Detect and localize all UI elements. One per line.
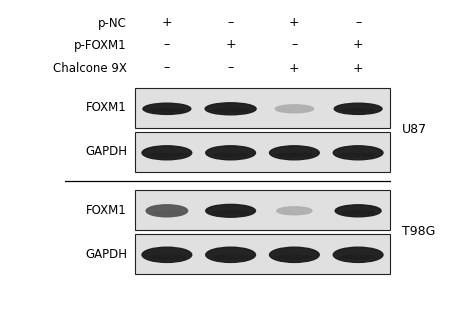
Text: GAPDH: GAPDH xyxy=(85,146,127,159)
Ellipse shape xyxy=(341,153,375,157)
Text: +: + xyxy=(289,62,300,75)
Text: U87: U87 xyxy=(402,124,427,137)
Text: FOXM1: FOXM1 xyxy=(86,203,127,216)
Ellipse shape xyxy=(205,103,256,115)
Ellipse shape xyxy=(341,109,375,112)
Bar xyxy=(135,234,390,274)
Bar xyxy=(135,190,390,230)
Ellipse shape xyxy=(150,109,183,112)
Ellipse shape xyxy=(270,247,319,262)
Bar xyxy=(135,88,390,128)
Ellipse shape xyxy=(334,103,382,115)
Ellipse shape xyxy=(275,105,313,113)
Ellipse shape xyxy=(282,211,307,213)
Ellipse shape xyxy=(270,146,319,160)
Ellipse shape xyxy=(206,146,255,160)
Text: +: + xyxy=(353,62,364,75)
Ellipse shape xyxy=(335,205,381,217)
Text: +: + xyxy=(353,39,364,52)
Ellipse shape xyxy=(341,255,375,259)
Text: –: – xyxy=(228,62,234,75)
Text: –: – xyxy=(164,39,170,52)
Text: +: + xyxy=(162,17,172,30)
Ellipse shape xyxy=(142,146,192,160)
Ellipse shape xyxy=(213,211,248,214)
Ellipse shape xyxy=(206,247,255,262)
Text: p-NC: p-NC xyxy=(98,17,127,30)
Text: –: – xyxy=(355,17,361,30)
Ellipse shape xyxy=(213,255,248,259)
Text: –: – xyxy=(228,17,234,30)
Ellipse shape xyxy=(146,205,188,217)
Ellipse shape xyxy=(277,207,312,215)
Text: +: + xyxy=(225,39,236,52)
Ellipse shape xyxy=(143,103,191,115)
Ellipse shape xyxy=(342,211,374,214)
Ellipse shape xyxy=(281,109,308,111)
Text: –: – xyxy=(291,39,298,52)
Ellipse shape xyxy=(142,247,192,262)
Text: GAPDH: GAPDH xyxy=(85,247,127,260)
Text: T98G: T98G xyxy=(402,225,436,238)
Ellipse shape xyxy=(333,247,383,262)
Ellipse shape xyxy=(213,153,248,157)
Ellipse shape xyxy=(277,255,312,259)
Ellipse shape xyxy=(152,211,182,214)
Text: Chalcone 9X: Chalcone 9X xyxy=(53,62,127,75)
Text: +: + xyxy=(289,17,300,30)
Ellipse shape xyxy=(149,153,184,157)
Text: –: – xyxy=(164,62,170,75)
Text: p-FOXM1: p-FOXM1 xyxy=(74,39,127,52)
Bar xyxy=(135,132,390,172)
Ellipse shape xyxy=(149,255,184,259)
Ellipse shape xyxy=(333,146,383,160)
Ellipse shape xyxy=(213,109,248,112)
Text: FOXM1: FOXM1 xyxy=(86,102,127,115)
Ellipse shape xyxy=(277,153,312,157)
Ellipse shape xyxy=(206,204,255,217)
